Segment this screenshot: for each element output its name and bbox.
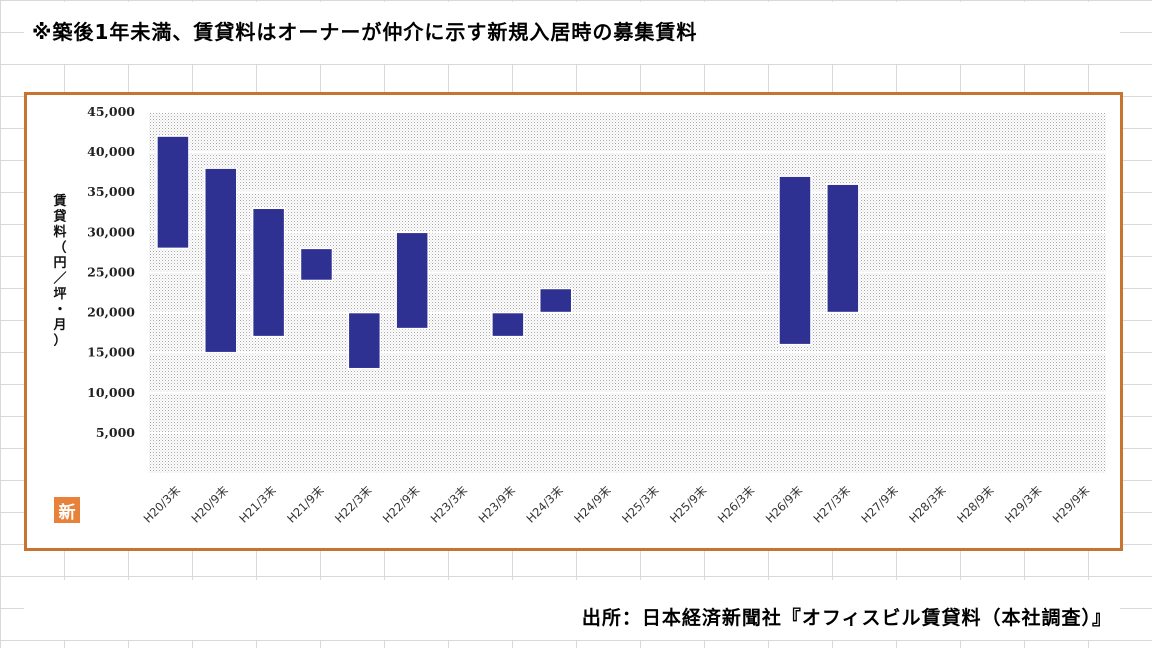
x-tick-label: H25/3末 xyxy=(619,483,662,526)
x-axis-ticks: H20/3末 H20/9末 H21/3末 H21/9末 H22/3末 H22/9末 H23/… xyxy=(141,483,1093,526)
y-tick-label: 20,000 xyxy=(87,305,135,320)
gridlines xyxy=(149,111,1106,434)
note-band xyxy=(24,2,1120,64)
y-axis-title-char: 円 xyxy=(53,256,66,271)
plot-area xyxy=(149,112,1106,473)
source-credit: 出所：日本経済新聞社『オフィスビル賃貸料（本社調査）』 xyxy=(581,607,1112,629)
range-bar xyxy=(347,311,382,370)
x-tick-label: H22/3末 xyxy=(332,483,375,526)
y-axis-title: 賃貸料（円／坪・月） xyxy=(52,193,66,349)
range-bar-chart: 5,000 10,000 15,000 20,000 25,000 30,000 35,00… xyxy=(52,104,1106,526)
x-tick-label: H27/3末 xyxy=(811,483,854,526)
x-tick-label: H28/3末 xyxy=(906,483,949,526)
y-tick-label: 40,000 xyxy=(87,144,135,159)
range-bar xyxy=(538,287,573,314)
x-tick-label: H24/3末 xyxy=(523,483,566,526)
y-axis-title-char: ／ xyxy=(53,271,66,287)
y-axis-title-char: ） xyxy=(53,333,66,349)
source-band xyxy=(24,580,1120,640)
y-axis-title-char: 月 xyxy=(52,318,66,333)
range-bar xyxy=(491,311,525,338)
y-axis-title-char: ・ xyxy=(53,303,66,318)
x-tick-label: H20/3末 xyxy=(141,483,184,526)
range-bar xyxy=(778,175,812,346)
x-tick-label: H29/3末 xyxy=(1002,483,1045,526)
range-bar xyxy=(251,207,286,338)
x-tick-label: H29/9末 xyxy=(1050,483,1093,526)
chart-frame: 5,000 10,000 15,000 20,000 25,000 30,000 35,00… xyxy=(24,92,1123,551)
y-tick-label: 10,000 xyxy=(87,385,135,400)
y-tick-label: 35,000 xyxy=(87,184,135,199)
y-tick-label: 15,000 xyxy=(87,345,135,360)
range-bar xyxy=(826,183,860,314)
range-bar xyxy=(299,247,334,282)
x-tick-label: H22/9末 xyxy=(380,483,423,526)
x-tick-label: H28/9末 xyxy=(954,483,997,526)
x-tick-label: H26/9末 xyxy=(763,483,806,526)
y-tick-label: 30,000 xyxy=(87,224,135,239)
x-tick-label: H21/3末 xyxy=(236,483,279,526)
y-axis-title-char: 貸 xyxy=(53,209,66,225)
range-bar xyxy=(395,231,429,330)
y-tick-label: 5,000 xyxy=(96,425,135,440)
y-tick-label: 25,000 xyxy=(87,264,135,279)
range-bar xyxy=(156,135,190,250)
x-tick-label: H25/9末 xyxy=(667,483,710,526)
x-tick-label: H21/9末 xyxy=(284,483,327,526)
range-bar xyxy=(204,167,238,354)
y-axis-title-char: 坪 xyxy=(53,287,66,302)
y-axis-ticks: 5,000 10,000 15,000 20,000 25,000 30,000 35,00… xyxy=(87,104,135,440)
range-bars xyxy=(156,135,860,370)
y-tick-label: 45,000 xyxy=(87,104,135,119)
x-tick-label: H23/3末 xyxy=(428,483,471,526)
x-tick-label: H23/9末 xyxy=(476,483,519,526)
x-tick-label: H24/9末 xyxy=(571,483,614,526)
x-tick-label: H26/3末 xyxy=(715,483,758,526)
y-axis-title-char: （ xyxy=(53,240,66,256)
y-axis-title-char: 料 xyxy=(53,224,66,240)
chart-note: ※築後1年未満、賃貸料はオーナーが仲介に示す新規入居時の募集賃料 xyxy=(32,20,698,44)
x-tick-label: H27/9末 xyxy=(858,483,901,526)
shin-badge-icon: 新 xyxy=(54,497,80,523)
x-tick-label: H20/9末 xyxy=(188,483,231,526)
y-axis-title-char: 賃 xyxy=(52,193,66,209)
